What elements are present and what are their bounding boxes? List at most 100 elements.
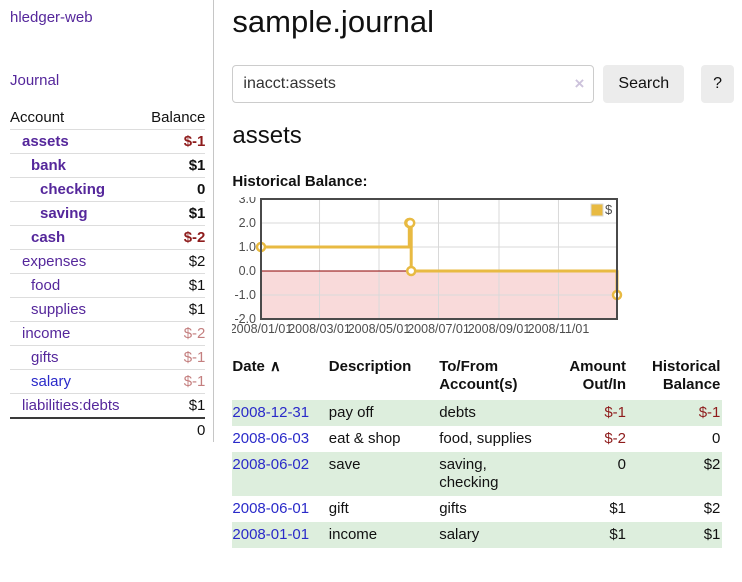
register-row: 2008-06-02 save saving, checking 0 $2 (232, 452, 723, 496)
account-balance: $-1 (140, 129, 206, 154)
help-button[interactable]: ? (701, 65, 734, 103)
register-table: Date ∧ Description To/From Account(s) Amo… (232, 356, 723, 548)
sort-ascending-icon: ∧ (269, 358, 281, 375)
transaction-accounts: salary (439, 526, 480, 543)
transaction-balance: 0 (712, 430, 721, 447)
account-row: liabilities:debts $1 (10, 393, 206, 419)
search-input[interactable] (232, 65, 595, 103)
account-link-expenses[interactable]: expenses (22, 253, 87, 270)
register-row: 2008-06-01 gift gifts $1 $2 (232, 496, 722, 522)
transaction-balance: $1 (703, 526, 721, 543)
account-balance: $-2 (140, 321, 206, 346)
account-balance: $1 (140, 273, 206, 298)
transaction-amount: $-1 (604, 404, 626, 421)
register-row: 2008-06-03 eat & shop food, supplies $-2 0 (232, 426, 722, 452)
account-link-assets[interactable]: assets (22, 133, 69, 150)
transaction-description: gift (328, 500, 349, 517)
search-button[interactable]: Search (603, 65, 685, 103)
transaction-accounts: food, supplies (439, 430, 532, 447)
y-axis-tick-label: 2.0 (239, 216, 256, 230)
account-row: checking 0 (10, 177, 206, 202)
description-column-header: Description (328, 358, 412, 375)
transaction-amount: $-2 (604, 430, 626, 447)
account-link-supplies[interactable]: supplies (31, 301, 87, 318)
transaction-date-link[interactable]: 2008-12-31 (232, 404, 310, 421)
account-link-bank[interactable]: bank (31, 157, 67, 174)
account-link-salary[interactable]: salary (31, 373, 72, 390)
transaction-date-link[interactable]: 2008-06-02 (232, 456, 310, 473)
register-row: 2008-01-01 income salary $1 $1 (232, 522, 723, 548)
account-row: food $1 (10, 273, 206, 298)
historical-balance-chart: $3.0 2.0 1.0 0.0 -1.0 -2.02008/01/012008/03/0… (232, 197, 623, 336)
account-balance: $1 (140, 297, 206, 322)
search-form: × Search ? (232, 65, 734, 103)
amount-column-header: Amount Out/In (569, 358, 626, 393)
transaction-date-link[interactable]: 2008-06-01 (232, 500, 310, 517)
main-content: sample.journal × Search ? assets Histori… (214, 0, 742, 548)
transaction-balance: $2 (703, 500, 721, 517)
account-row: supplies $1 (10, 297, 206, 322)
legend-label: $ (605, 202, 613, 217)
account-link-saving[interactable]: saving (40, 205, 88, 222)
sidebar: hledger-web Journal Account Balance asse… (0, 0, 215, 442)
transaction-balance: $2 (703, 456, 721, 473)
transaction-accounts: saving, checking (439, 456, 499, 491)
data-point-marker (405, 217, 416, 229)
account-balance: $-1 (140, 345, 206, 370)
app-title: hledger-web (10, 9, 205, 27)
account-row: salary $-1 (10, 369, 206, 394)
account-link-food[interactable]: food (31, 277, 61, 294)
date-column-header[interactable]: Date ∧ (232, 358, 281, 375)
app-title-link[interactable]: hledger-web (10, 9, 93, 26)
transaction-amount: $1 (609, 500, 626, 517)
account-balance: $2 (140, 249, 206, 274)
account-link-checking[interactable]: checking (40, 181, 106, 198)
transaction-balance: $-1 (698, 404, 721, 421)
page-title: sample.journal (232, 4, 434, 39)
transaction-amount: 0 (617, 456, 626, 473)
y-axis-tick-label: 1.0 (239, 240, 256, 254)
accounts-total-spacer (10, 417, 141, 442)
account-row: assets $-1 (10, 129, 206, 154)
transaction-description: income (328, 526, 378, 543)
x-axis-tick-label: 2008/11/01 (528, 322, 590, 336)
transaction-date-link[interactable]: 2008-06-03 (232, 430, 310, 447)
y-axis-tick-label: 3.0 (239, 197, 256, 206)
account-balance: $1 (140, 153, 206, 178)
accounts-column-header: To/From Account(s) (439, 358, 518, 393)
x-axis-tick-label: 2008/05/01 (348, 322, 411, 336)
chart-border (260, 198, 619, 320)
transaction-accounts: gifts (439, 500, 467, 517)
page: hledger-web Journal Account Balance asse… (0, 0, 742, 548)
accounts-header-row: Account Balance (10, 106, 206, 130)
account-balance: $1 (140, 201, 206, 226)
sidebar-item-journal[interactable]: Journal (10, 72, 60, 89)
search-box: × (232, 65, 595, 103)
account-row: expenses $2 (10, 249, 206, 274)
account-column-header: Account (10, 106, 141, 130)
account-heading: assets (232, 122, 302, 149)
account-link-liabilities-debts[interactable]: liabilities:debts (22, 397, 120, 414)
transaction-description: eat & shop (328, 430, 401, 447)
account-link-income[interactable]: income (22, 325, 71, 342)
account-balance: 0 (140, 177, 206, 202)
account-link-gifts[interactable]: gifts (31, 349, 59, 366)
clear-search-icon[interactable]: × (574, 74, 585, 93)
x-axis-tick-label: 2008/07/01 (408, 322, 471, 336)
register-row: 2008-12-31 pay off debts $-1 $-1 (232, 400, 723, 426)
account-row: gifts $-1 (10, 345, 206, 370)
chart-section-label: Historical Balance: (232, 173, 368, 190)
y-axis-tick-label: 0.0 (239, 264, 256, 278)
transaction-date-link[interactable]: 2008-01-01 (232, 526, 310, 543)
account-row: bank $1 (10, 153, 206, 178)
transaction-description: pay off (328, 404, 374, 421)
account-row: saving $1 (10, 201, 206, 226)
balance-column-header-register: Historical Balance (652, 358, 721, 393)
balance-column-header: Balance (140, 106, 206, 130)
x-axis-tick-label: 2008/03/01 (289, 322, 352, 336)
y-axis-tick-label: -2.0 (235, 312, 257, 326)
register-header-row: Date ∧ Description To/From Account(s) Amo… (232, 356, 722, 400)
legend-swatch (590, 203, 604, 217)
account-link-cash[interactable]: cash (31, 229, 66, 246)
account-balance: $-2 (140, 225, 206, 250)
